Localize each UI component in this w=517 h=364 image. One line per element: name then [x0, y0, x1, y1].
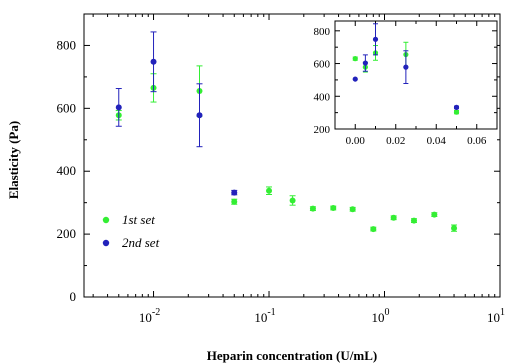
data-point — [362, 60, 368, 66]
inset-x-tick-label: 0.06 — [467, 135, 487, 147]
y-tick-label: 600 — [57, 100, 77, 115]
data-point — [453, 109, 460, 115]
data-point — [410, 217, 417, 224]
legend-marker — [102, 216, 110, 224]
inset-x-tick-label: 0.04 — [427, 135, 447, 147]
data-point — [372, 36, 379, 42]
data-point — [451, 225, 458, 232]
x-tick-label: 101 — [487, 307, 505, 325]
data-point — [231, 189, 238, 196]
legend: 1st set 2nd set — [102, 212, 160, 250]
main-plot: 0 200 400 600 800 10-2 10-1 100 101 — [57, 13, 505, 325]
x-tick-label: 10-2 — [139, 307, 160, 325]
inset-plot: 200 400 600 800 0.00 0.02 0.04 0.06 — [314, 20, 498, 147]
main-plot-frame — [83, 13, 501, 298]
inset-frame — [334, 20, 498, 130]
x-tick-label: 10-1 — [254, 307, 275, 325]
main-series-2 — [115, 31, 238, 196]
data-point — [150, 58, 157, 65]
inset-x-tick-label: 0.00 — [346, 135, 366, 147]
y-tick-label: 0 — [70, 289, 77, 304]
data-point — [289, 197, 296, 204]
inset-series-2 — [352, 23, 460, 110]
data-point — [349, 206, 356, 213]
data-point — [352, 76, 358, 82]
inset-y-tick-label: 600 — [314, 59, 331, 71]
y-tick-label: 800 — [57, 37, 77, 52]
legend-label: 1st set — [122, 212, 155, 227]
x-axis-title: Heparin concentration (U/mL) — [207, 348, 377, 363]
x-tick-label: 100 — [372, 307, 390, 325]
legend-label: 2nd set — [122, 235, 160, 250]
inset-x-tick-label: 0.02 — [386, 135, 405, 147]
data-point — [453, 104, 460, 110]
data-point — [403, 64, 409, 70]
data-point — [196, 112, 203, 119]
data-point — [330, 205, 337, 212]
inset-y-tick-label: 200 — [314, 124, 331, 136]
data-point — [352, 56, 358, 62]
legend-marker — [102, 239, 110, 247]
data-point — [266, 187, 273, 194]
data-point — [309, 205, 316, 212]
main-series-1 — [115, 65, 458, 233]
data-point — [115, 104, 122, 111]
y-axis-title: Elasticity (Pa) — [6, 121, 21, 199]
inset-y-tick-label: 400 — [314, 91, 331, 103]
y-tick-label: 400 — [57, 163, 77, 178]
data-point — [370, 226, 377, 233]
y-tick-label: 200 — [57, 226, 77, 241]
data-point — [390, 214, 397, 221]
inset-y-tick-label: 800 — [314, 26, 331, 38]
data-point — [431, 211, 438, 218]
data-point — [231, 198, 238, 205]
